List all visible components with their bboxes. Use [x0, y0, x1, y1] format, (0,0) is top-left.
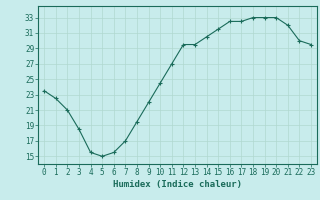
X-axis label: Humidex (Indice chaleur): Humidex (Indice chaleur): [113, 180, 242, 189]
